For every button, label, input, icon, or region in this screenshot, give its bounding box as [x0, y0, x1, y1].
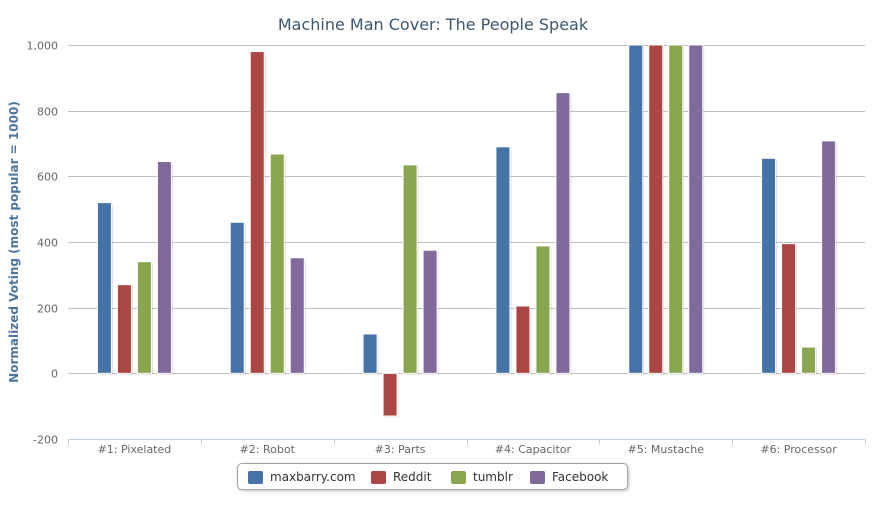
y-tick-label: 1,000	[27, 40, 59, 53]
y-tick-label: 0	[51, 368, 58, 381]
y-tick-label: 800	[37, 106, 58, 119]
y-tick-label: 200	[37, 303, 58, 316]
x-tick-label: #5: Mustache	[628, 443, 705, 456]
y-axis-title: Normalized Voting (most popular = 1000)	[7, 101, 21, 383]
bar	[535, 245, 551, 374]
bar	[136, 261, 152, 374]
legend-label: Reddit	[393, 470, 432, 484]
bars	[96, 44, 838, 418]
legend-item[interactable]: maxbarry.com	[248, 470, 356, 484]
grid-lines	[68, 45, 865, 374]
legend-item[interactable]: Facebook	[530, 470, 608, 484]
legend-swatch	[248, 470, 263, 484]
bar	[229, 221, 245, 374]
legend-swatch	[451, 470, 466, 484]
bar	[821, 140, 837, 374]
bar	[495, 146, 511, 374]
bar	[628, 44, 644, 374]
bar	[668, 44, 684, 374]
y-tick-label: -200	[33, 434, 58, 447]
legend-swatch	[530, 470, 545, 484]
chart-title: Machine Man Cover: The People Speak	[278, 15, 589, 34]
bar	[96, 202, 112, 374]
legend-item[interactable]: tumblr	[451, 470, 513, 484]
y-tick-label: 400	[37, 237, 58, 250]
bar	[761, 157, 777, 374]
bar	[269, 153, 285, 374]
bar	[801, 346, 817, 374]
x-tick-label: #4: Capacitor	[495, 443, 572, 456]
x-tick-label: #6: Processor	[760, 443, 837, 456]
bar	[688, 44, 704, 374]
axes: -200 0 200 400 600 800 1,000 #1: Pixelated #2: R…	[27, 40, 866, 456]
x-tick-label: #2: Robot	[240, 443, 296, 456]
y-tick-label: 600	[37, 171, 58, 184]
legend-label: tumblr	[473, 470, 513, 484]
bar	[116, 284, 132, 374]
bar	[555, 92, 571, 374]
bar	[249, 51, 265, 374]
legend-label: maxbarry.com	[270, 470, 356, 484]
bar	[402, 164, 418, 374]
bar	[362, 333, 378, 374]
legend-label: Facebook	[552, 470, 609, 484]
legend-item[interactable]: Reddit	[371, 470, 431, 484]
bar	[648, 44, 664, 374]
x-tick-label: #1: Pixelated	[98, 443, 172, 456]
legend-swatch	[371, 470, 386, 484]
bar	[422, 249, 438, 374]
x-tick-label: #3: Parts	[375, 443, 426, 456]
bar	[289, 257, 305, 374]
bar	[781, 243, 797, 374]
legend: maxbarry.com Reddit tumblr Facebook	[237, 463, 628, 490]
bar	[515, 305, 531, 374]
bar	[156, 161, 172, 374]
bar	[382, 372, 398, 417]
